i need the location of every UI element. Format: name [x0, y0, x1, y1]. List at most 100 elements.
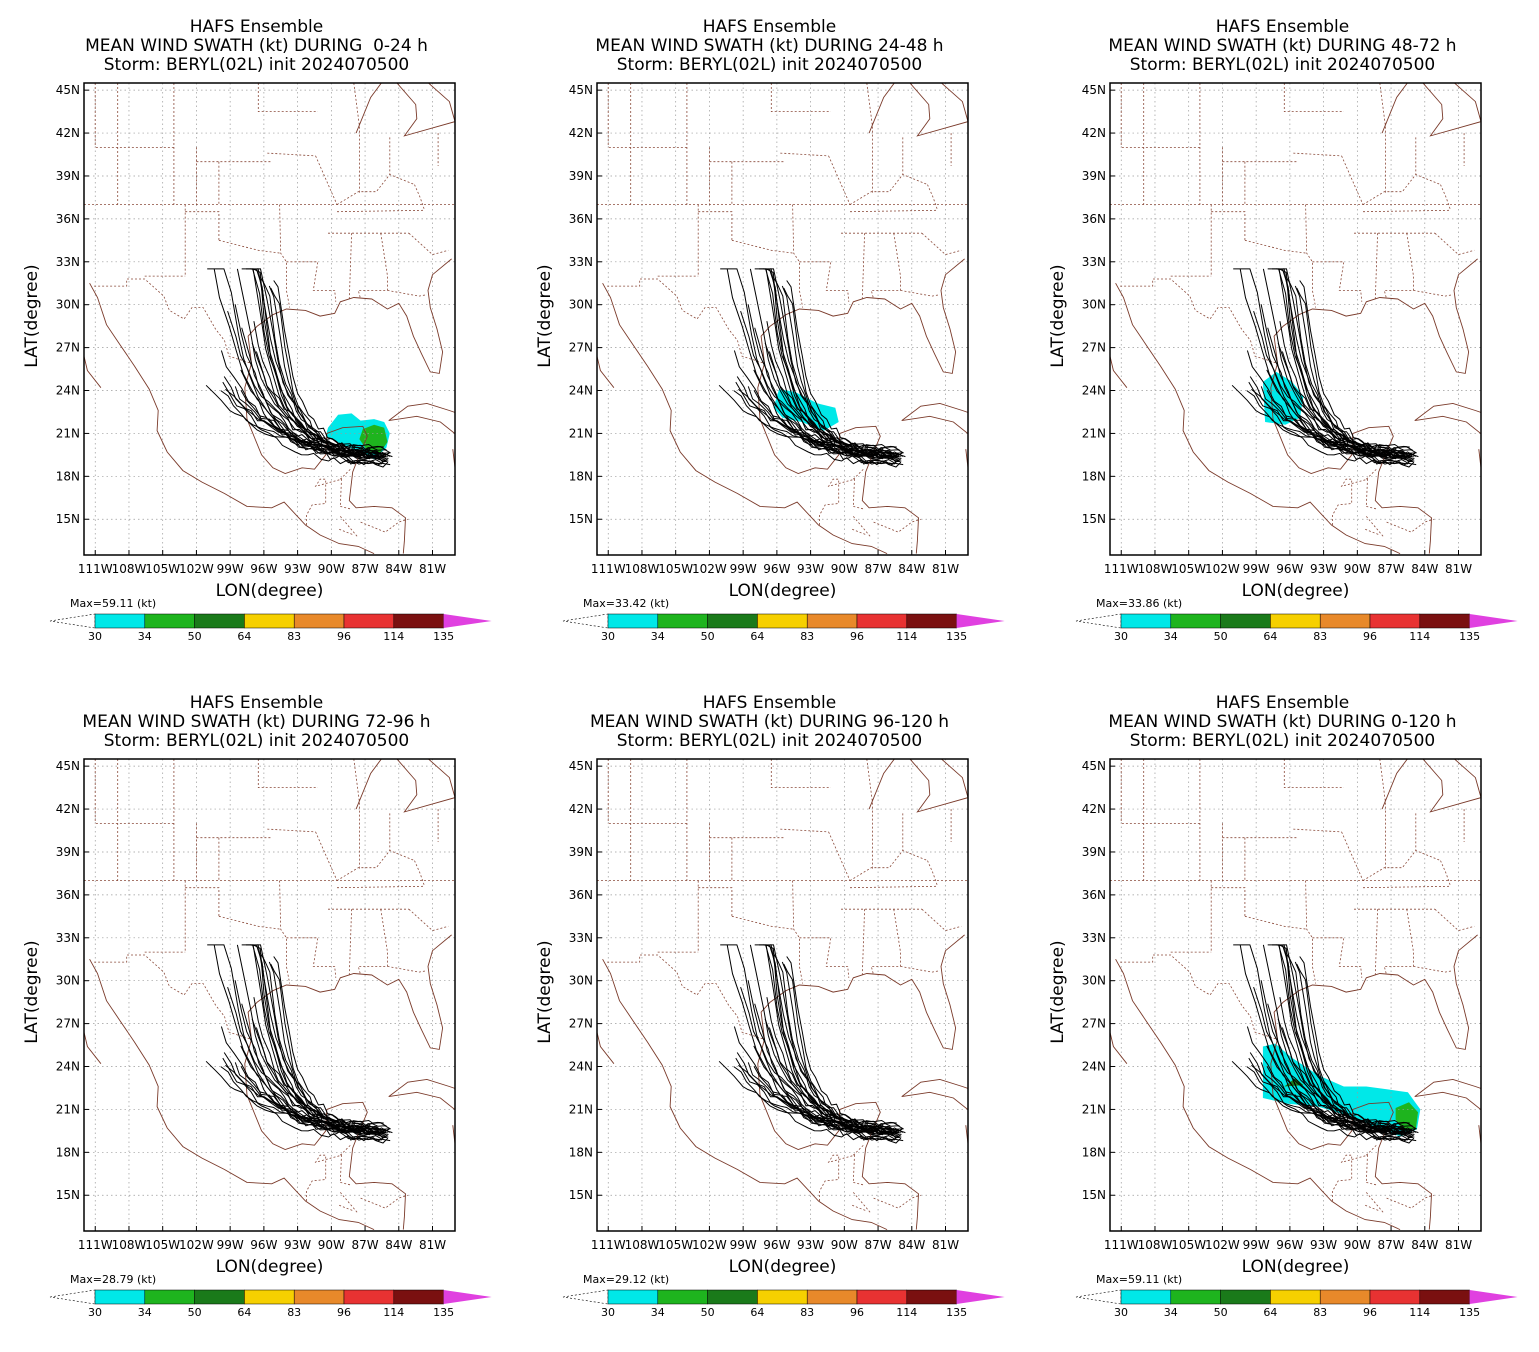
lat-tick-label: 45N	[569, 759, 593, 773]
ensemble-track	[222, 381, 381, 465]
state-border	[849, 850, 928, 881]
island-coastline	[901, 1078, 968, 1111]
lat-tick-label: 18N	[56, 469, 80, 483]
state-border	[1374, 909, 1378, 976]
state-border	[339, 528, 354, 536]
lat-tick-label: 33N	[1082, 931, 1106, 945]
ensemble-track	[783, 287, 901, 460]
lat-tick-label: 27N	[1082, 1017, 1106, 1031]
ensemble-track	[774, 391, 899, 461]
lat-tick-label: 24N	[1082, 384, 1106, 398]
colorbar-label: 64	[1263, 630, 1277, 643]
lon-tick-label: 96W	[763, 562, 790, 576]
ensemble-track	[765, 268, 904, 454]
colorbar-label: 30	[601, 630, 615, 643]
state-border	[267, 828, 316, 833]
lat-tick-label: 15N	[56, 512, 80, 526]
island-coastline	[388, 402, 455, 435]
colorbar-segment	[1419, 1289, 1470, 1305]
colorbar-segment	[1319, 1289, 1371, 1305]
state-border	[1362, 209, 1451, 213]
y-axis-label: LAT(degree)	[1048, 940, 1068, 1043]
lat-tick-label: 24N	[56, 1060, 80, 1074]
state-border	[408, 232, 449, 256]
coastline	[244, 363, 406, 554]
lat-tick-label: 33N	[569, 255, 593, 269]
state-border	[853, 506, 865, 510]
lon-tick-label: 84W	[385, 1238, 412, 1252]
lat-tick-label: 18N	[1082, 1145, 1106, 1159]
lat-tick-label: 15N	[56, 1188, 80, 1202]
island-coastline	[976, 471, 997, 478]
ensemble-track	[1277, 1018, 1411, 1131]
lat-tick-label: 21N	[56, 1102, 80, 1116]
lon-tick-label: 87W	[1377, 562, 1404, 576]
lat-tick-label: 27N	[56, 341, 80, 355]
lat-tick-label: 36N	[1082, 212, 1106, 226]
lat-tick-label: 45N	[1082, 83, 1106, 97]
state-border	[1383, 233, 1414, 300]
panel-storm-title: Storm: BERYL(02L) init 2024070500	[616, 731, 923, 751]
map-panel-1: HAFS Ensemble MEAN WIND SWATH (kt) DURING…	[0, 0, 513, 676]
coastline	[1270, 363, 1432, 554]
panel-period-title: MEAN WIND SWATH (kt) DURING 48-72 h	[1108, 36, 1457, 56]
lon-tick-label: 87W	[351, 562, 378, 576]
state-border	[828, 155, 851, 205]
colorbar-label: 96	[337, 1306, 351, 1319]
lat-tick-label: 27N	[56, 1017, 80, 1031]
plot-frame	[83, 82, 456, 556]
colorbar-high-arrow	[1469, 614, 1518, 628]
colorbar-label: 83	[800, 1306, 814, 1319]
coastline	[1110, 356, 1128, 388]
state-border	[849, 885, 938, 889]
coastline	[602, 282, 888, 555]
ensemble-track	[257, 944, 390, 1131]
state-border	[852, 516, 871, 537]
lon-tick-label: 84W	[1411, 562, 1438, 576]
state-border	[861, 909, 865, 976]
ensemble-track	[261, 391, 386, 461]
x-axis-label: LON(degree)	[216, 1257, 324, 1277]
state-border	[770, 759, 831, 788]
ensemble-track	[253, 997, 384, 1127]
map-panel-2: HAFS Ensemble MEAN WIND SWATH (kt) DURING…	[513, 0, 1026, 676]
ensemble-track	[1249, 1052, 1417, 1134]
state-border	[1362, 850, 1441, 881]
state-border	[799, 261, 850, 302]
state-border	[866, 83, 873, 194]
colorbar-segment	[293, 613, 345, 629]
state-border	[1365, 1192, 1384, 1213]
lon-tick-label: 108W	[1138, 1238, 1173, 1252]
coastline	[396, 759, 455, 813]
max-wind-label: Max=59.11 (kt)	[1096, 1273, 1182, 1286]
ensemble-track	[251, 342, 385, 455]
lat-tick-label: 30N	[56, 974, 80, 988]
colorbar-segment	[1170, 1289, 1221, 1305]
ensemble-track	[753, 1045, 892, 1136]
lat-tick-label: 21N	[1082, 426, 1106, 440]
ensemble-track	[764, 342, 898, 455]
ensemble-track	[1272, 944, 1413, 1132]
state-border	[819, 478, 855, 525]
map-svg: 45N 42N 39N 36N 33N 30N 27N 24N 21N 18N 15N 111W108…	[535, 758, 1005, 1319]
lon-tick-label: 93W	[1310, 562, 1337, 576]
colorbar-label: 135	[433, 630, 454, 643]
lat-tick-label: 24N	[56, 384, 80, 398]
lon-tick-label: 81W	[419, 1238, 446, 1252]
lon-tick-label: 90W	[318, 1238, 345, 1252]
lon-tick-label: 99W	[217, 562, 244, 576]
lon-tick-label: 93W	[1310, 1238, 1337, 1252]
lat-tick-label: 15N	[1082, 1188, 1106, 1202]
lon-tick-label: 111W	[78, 1238, 113, 1252]
plot-frame	[596, 758, 969, 1232]
lat-tick-label: 39N	[1082, 845, 1106, 859]
lat-tick-label: 42N	[56, 126, 80, 140]
state-border	[853, 1144, 864, 1156]
ensemble-track	[726, 944, 902, 1138]
colorbar-label: 135	[1459, 1306, 1480, 1319]
coastline	[909, 759, 968, 813]
y-axis-label: LAT(degree)	[22, 264, 42, 367]
lat-tick-label: 15N	[1082, 512, 1106, 526]
state-border	[1120, 954, 1278, 1040]
ensemble-track	[261, 1067, 386, 1137]
